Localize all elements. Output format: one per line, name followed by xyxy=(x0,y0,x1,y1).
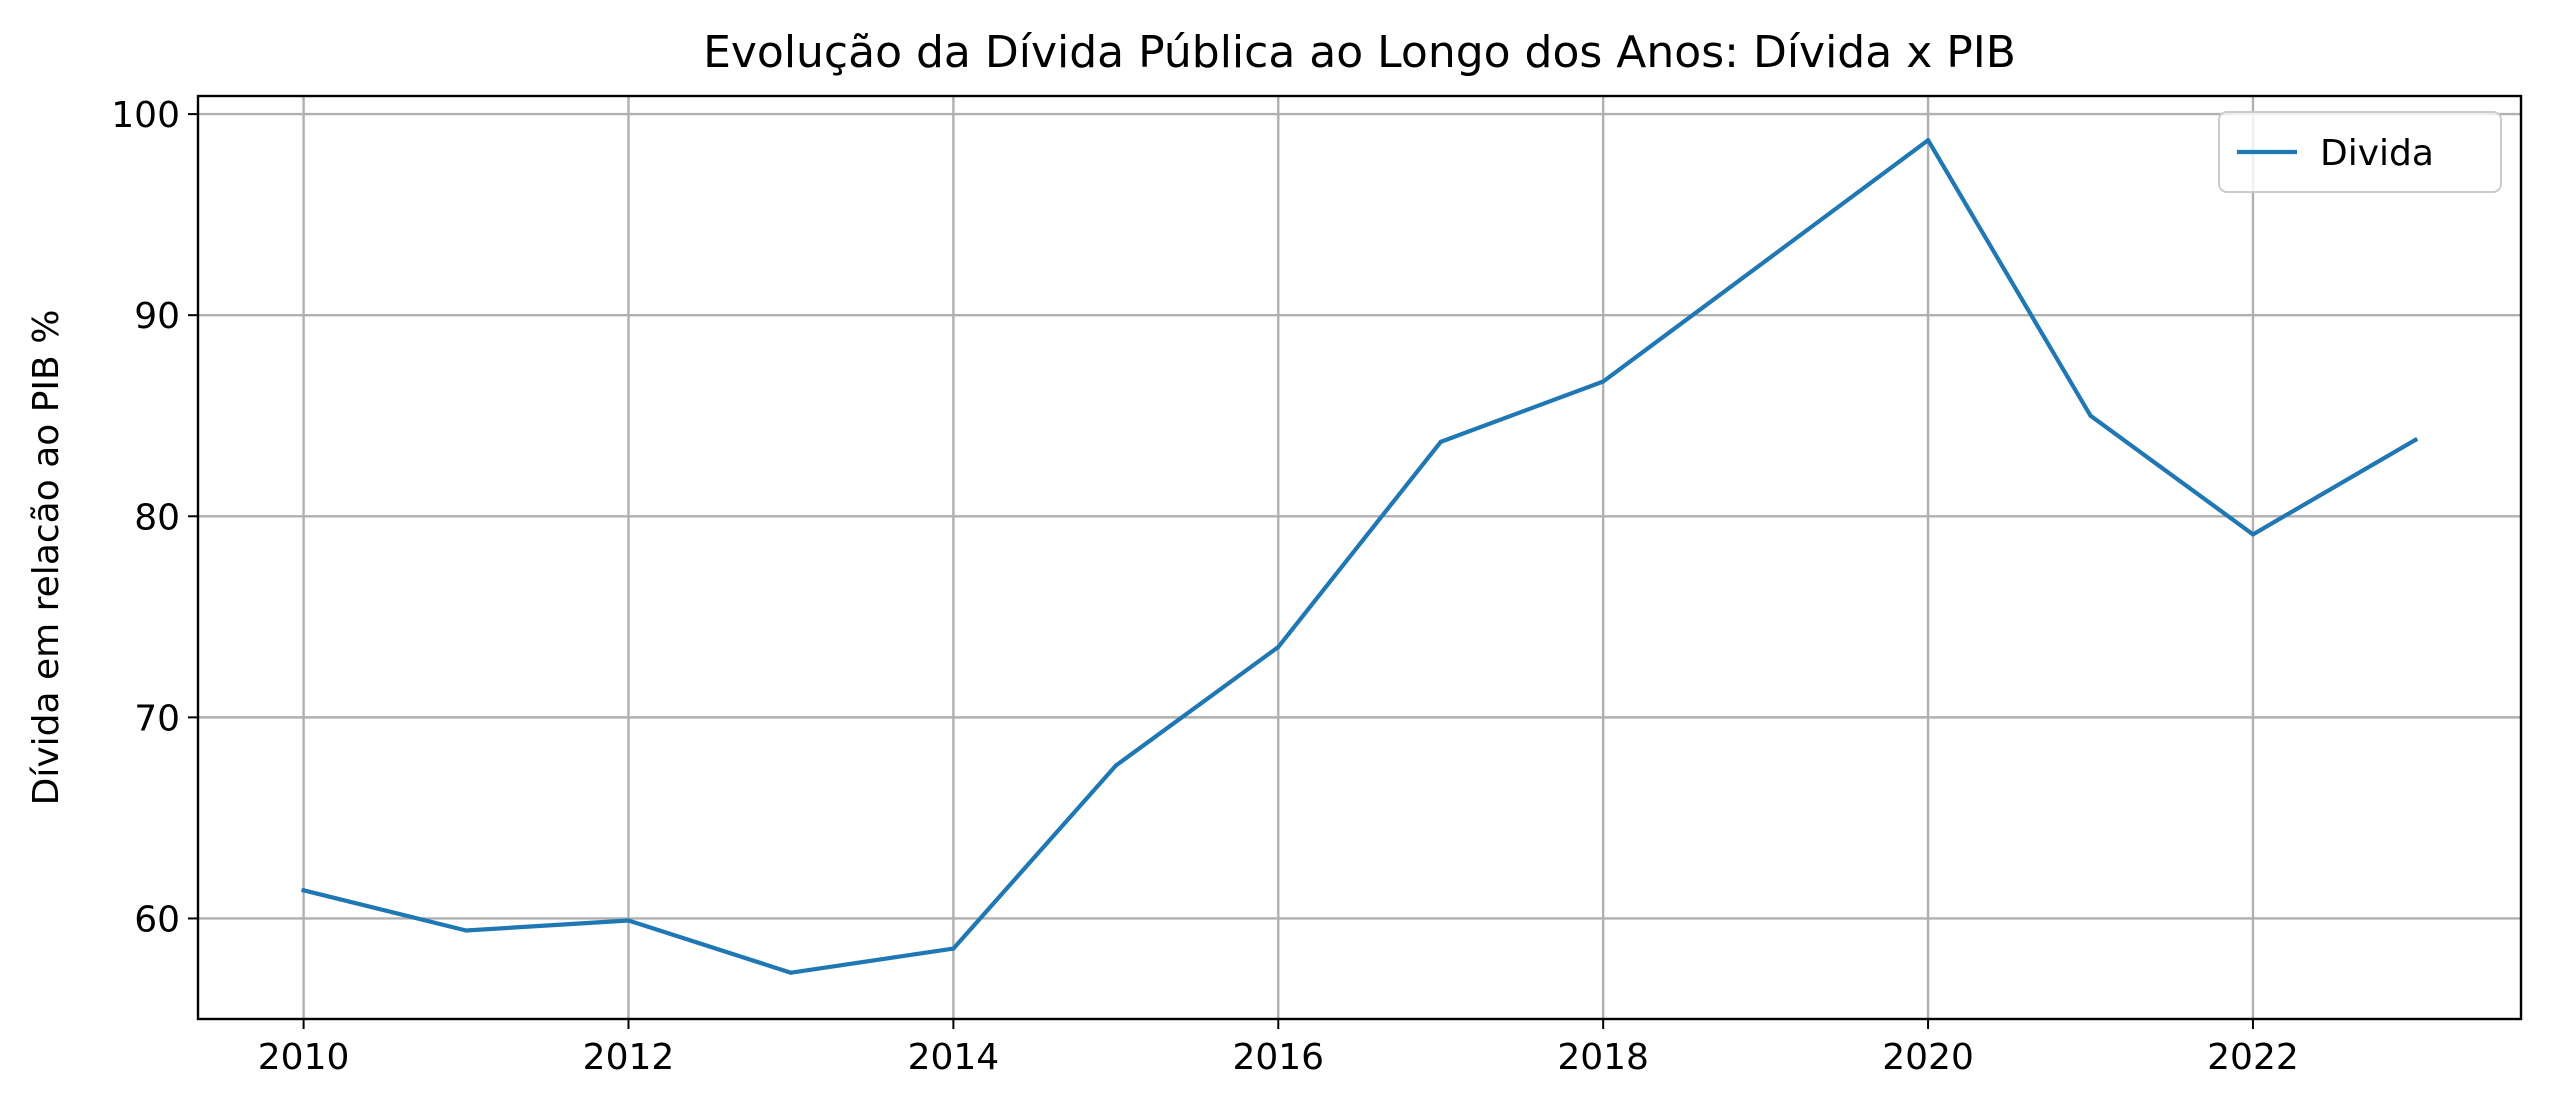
y-tick-label: 90 xyxy=(134,296,180,337)
x-tick-label: 2022 xyxy=(2207,1037,2299,1078)
legend-box xyxy=(2218,111,2502,193)
data-point xyxy=(463,928,469,933)
data-point xyxy=(301,888,306,893)
data-point xyxy=(2088,413,2093,418)
plot-frame xyxy=(196,94,2523,1021)
data-point xyxy=(1113,763,1118,768)
x-tick-label: 2010 xyxy=(258,1037,350,1078)
data-point xyxy=(1601,379,1606,384)
data-point xyxy=(788,970,794,975)
legend-label: Divida xyxy=(2320,133,2434,174)
data-point xyxy=(1763,258,1768,263)
x-tick-label: 2012 xyxy=(583,1037,675,1078)
grid xyxy=(198,96,2521,1019)
data-point xyxy=(951,946,956,951)
series-line xyxy=(301,138,2419,975)
y-tick-label: 70 xyxy=(134,698,180,739)
y-tick-label: 60 xyxy=(134,899,180,940)
data-point xyxy=(2413,437,2418,442)
x-tick-label: 2018 xyxy=(1557,1037,1649,1078)
x-tick-label: 2020 xyxy=(1882,1037,1974,1078)
chart-title: Evolução da Dívida Pública ao Longo dos … xyxy=(703,27,2016,78)
series-layer xyxy=(301,138,2419,975)
data-point xyxy=(2250,532,2256,537)
y-axis-label: Dívida em relacão ao PIB % xyxy=(26,310,67,806)
y-tick-label: 80 xyxy=(134,497,180,538)
x-tick-label: 2014 xyxy=(908,1037,1000,1078)
data-point xyxy=(1925,138,1931,143)
data-point xyxy=(1438,439,1443,444)
y-tick-label: 100 xyxy=(111,95,180,136)
x-tick-label: 2016 xyxy=(1232,1037,1324,1078)
axis-ticks: 2010 2012 2014 2016 2018 2020 2022 60 70 80 90 100 xyxy=(111,95,2298,1078)
data-point xyxy=(626,918,631,923)
data-point xyxy=(1276,644,1281,650)
legend: Divida xyxy=(2218,111,2502,193)
